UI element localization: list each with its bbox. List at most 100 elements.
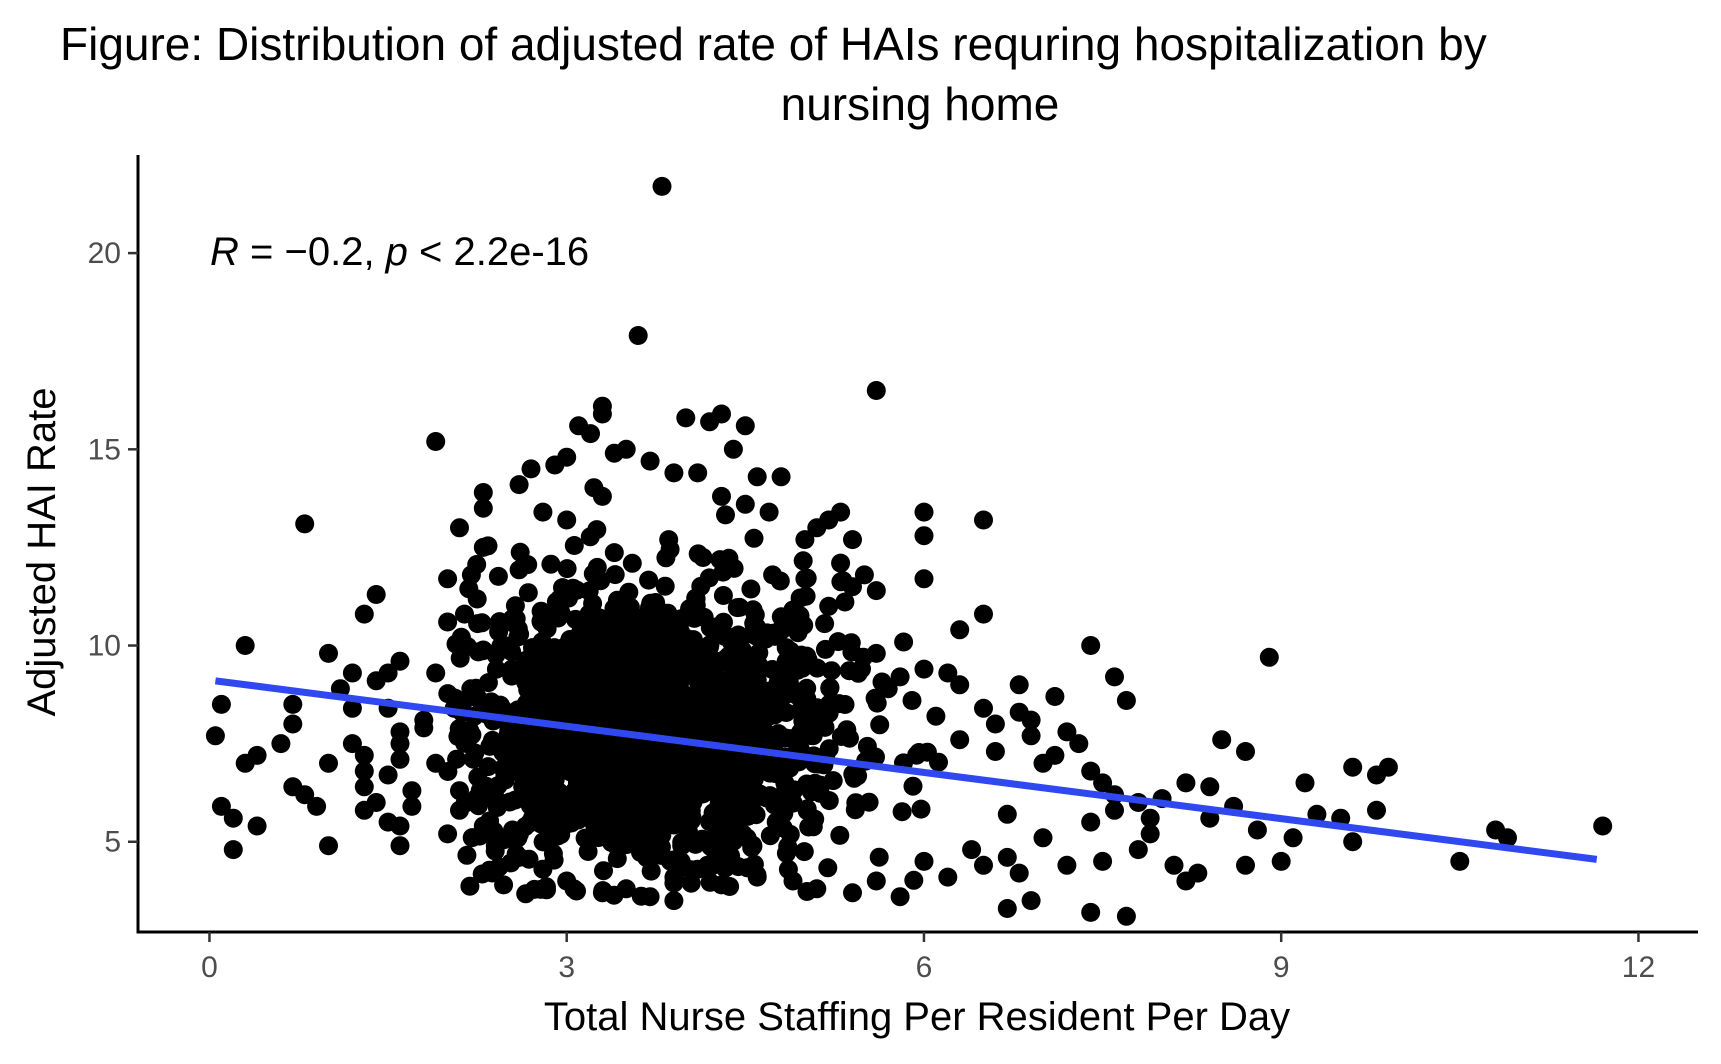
data-point <box>587 641 607 661</box>
data-point <box>473 537 493 557</box>
data-point <box>1105 667 1124 687</box>
data-point <box>775 773 795 793</box>
x-tick-label: 12 <box>1622 951 1655 984</box>
data-point <box>476 788 496 808</box>
data-point <box>903 776 923 796</box>
data-point <box>830 825 850 845</box>
data-point <box>726 814 746 834</box>
data-point <box>694 687 714 706</box>
data-point <box>1498 828 1517 848</box>
data-point <box>768 724 788 744</box>
data-point <box>772 620 792 640</box>
data-point <box>716 505 735 525</box>
x-axis-title: Total Nurse Staffing Per Resident Per Da… <box>544 995 1290 1039</box>
data-point <box>702 834 722 854</box>
data-point <box>828 632 848 652</box>
data-point <box>759 502 779 522</box>
x-tick-label: 9 <box>1273 951 1290 984</box>
data-point <box>628 326 648 345</box>
data-point <box>390 816 410 836</box>
data-point <box>902 691 922 710</box>
data-point <box>848 766 868 786</box>
data-point <box>734 724 754 744</box>
data-point <box>594 861 613 881</box>
data-point <box>536 877 556 897</box>
data-point <box>1283 828 1303 848</box>
data-point <box>693 548 713 567</box>
data-point <box>450 518 469 538</box>
data-point <box>390 734 410 754</box>
data-point <box>616 879 636 899</box>
data-point <box>438 569 458 589</box>
data-point <box>1140 808 1160 828</box>
data-point <box>607 836 627 856</box>
data-point <box>655 576 675 596</box>
data-point <box>508 627 528 647</box>
data-point <box>519 724 539 744</box>
data-point <box>502 666 522 686</box>
data-point <box>797 678 817 698</box>
data-point <box>513 754 533 774</box>
data-point <box>541 554 561 574</box>
data-point <box>592 688 612 708</box>
data-point <box>247 816 267 836</box>
data-point <box>780 758 800 778</box>
data-point <box>938 867 958 887</box>
data-point <box>516 884 536 904</box>
data-point <box>544 638 564 658</box>
data-point <box>581 802 601 822</box>
data-point <box>866 381 886 400</box>
data-point <box>894 632 914 652</box>
data-point <box>749 655 769 675</box>
data-point <box>997 899 1017 918</box>
data-point <box>807 879 827 899</box>
data-point <box>1057 722 1077 742</box>
data-point <box>797 774 817 794</box>
data-point <box>1450 851 1470 871</box>
data-point <box>628 780 648 799</box>
data-point <box>818 858 838 878</box>
y-tick-label: 15 <box>88 433 121 466</box>
axes: 0 3 6 9 12 5 10 15 20 <box>88 155 1698 984</box>
data-point <box>1367 765 1386 785</box>
r-value: = −0.2, <box>239 230 386 274</box>
data-point <box>1081 902 1101 922</box>
data-point <box>641 861 661 881</box>
data-point <box>509 847 529 867</box>
data-point <box>438 612 458 632</box>
data-point <box>548 608 568 628</box>
data-point <box>235 636 255 655</box>
data-point <box>643 620 663 640</box>
data-point <box>852 659 871 679</box>
data-point <box>1105 800 1124 820</box>
data-point <box>616 613 636 633</box>
data-point <box>794 842 814 862</box>
data-point <box>1164 855 1184 875</box>
data-point <box>713 586 733 605</box>
data-point <box>723 439 743 459</box>
data-point <box>639 570 659 590</box>
data-point <box>533 502 553 522</box>
data-point <box>786 606 806 626</box>
data-point <box>664 891 684 911</box>
data-point <box>491 739 511 759</box>
data-point <box>354 745 374 765</box>
data-point <box>673 645 693 665</box>
data-point <box>892 802 912 822</box>
data-point <box>1021 710 1041 730</box>
data-point <box>502 642 522 662</box>
data-point <box>560 805 580 825</box>
data-point <box>593 777 613 797</box>
data-point <box>763 565 783 585</box>
data-point <box>354 777 374 797</box>
data-point <box>517 670 537 689</box>
data-point <box>509 475 529 495</box>
data-point <box>816 697 836 717</box>
data-point <box>776 843 796 863</box>
data-point <box>857 736 877 756</box>
data-point <box>378 765 398 785</box>
data-point <box>1081 761 1101 781</box>
data-point <box>486 645 506 665</box>
data-point <box>866 871 886 891</box>
data-point <box>647 642 667 662</box>
